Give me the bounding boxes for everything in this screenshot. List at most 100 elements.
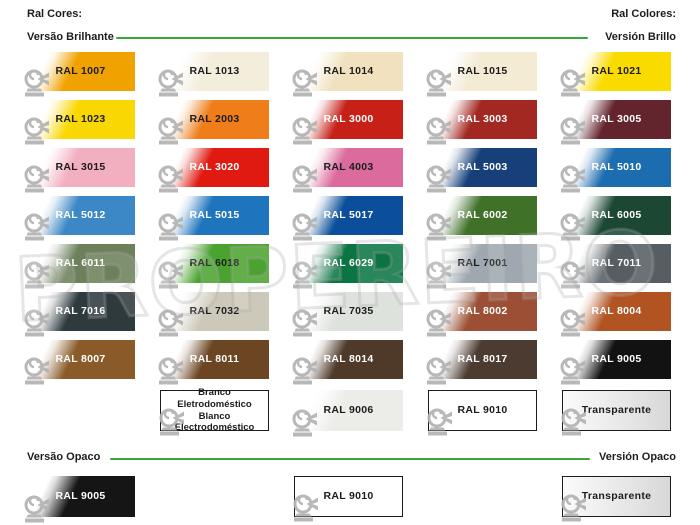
roller-shutter-coil-icon — [425, 115, 452, 147]
swatch-label: RAL 3005 — [591, 112, 642, 125]
swatch-label: RAL 5003 — [457, 160, 508, 173]
swatch-ral-5012: RAL 5012 — [24, 196, 135, 241]
roller-shutter-coil-icon — [425, 211, 452, 243]
swatch-label: RAL 1013 — [189, 64, 240, 77]
roller-shutter-coil-icon — [560, 492, 587, 524]
roller-shutter-coil-icon — [292, 492, 319, 524]
swatch-label: RAL 9010 — [457, 403, 508, 416]
roller-shutter-coil-icon — [425, 355, 452, 387]
roller-shutter-coil-icon — [157, 163, 184, 195]
roller-shutter-coil-icon — [23, 493, 50, 525]
swatch-ral-6002: RAL 6002 — [426, 196, 537, 241]
swatch-ral-8002: RAL 8002 — [426, 292, 537, 337]
roller-shutter-coil-icon — [23, 115, 50, 147]
swatch-ral-5010: RAL 5010 — [560, 148, 671, 193]
swatch-transparente: Transparente — [561, 390, 671, 436]
swatch-label: RAL 9010 — [323, 489, 374, 502]
swatch-label: RAL 7035 — [323, 304, 374, 317]
swatch-ral-8017: RAL 8017 — [426, 340, 537, 385]
swatch-ral-1015: RAL 1015 — [426, 52, 537, 97]
roller-shutter-coil-icon — [157, 307, 184, 339]
swatch-label: RAL 6018 — [189, 256, 240, 269]
section-gloss-label-es: Versión Brillo — [605, 31, 676, 43]
swatch-label: RAL 6029 — [323, 256, 374, 269]
roller-shutter-coil-icon — [157, 67, 184, 99]
swatch-ral-3015: RAL 3015 — [24, 148, 135, 193]
swatch-ral-6005: RAL 6005 — [560, 196, 671, 241]
swatch-label: RAL 8014 — [323, 352, 374, 365]
swatch-ral-7001: RAL 7001 — [426, 244, 537, 289]
swatch-ral-9006: RAL 9006 — [292, 390, 403, 437]
swatch-ral-9010: RAL 9010 — [427, 390, 537, 436]
roller-shutter-coil-icon — [23, 163, 50, 195]
swatch-ral-6011: RAL 6011 — [24, 244, 135, 289]
swatch-label: RAL 9006 — [323, 403, 374, 416]
roller-shutter-coil-icon — [23, 259, 50, 291]
roller-shutter-coil-icon — [23, 307, 50, 339]
roller-shutter-coil-icon — [291, 407, 318, 439]
swatch-label: RAL 3003 — [457, 112, 508, 125]
swatch-label: RAL 3015 — [55, 160, 106, 173]
roller-shutter-coil-icon — [291, 355, 318, 387]
swatch-label: Transparente — [581, 489, 652, 502]
swatch-ral-8007: RAL 8007 — [24, 340, 135, 385]
roller-shutter-coil-icon — [559, 307, 586, 339]
swatch-ral-7016: RAL 7016 — [24, 292, 135, 337]
swatch-ral-3005: RAL 3005 — [560, 100, 671, 145]
swatch-label: RAL 4003 — [323, 160, 374, 173]
section-gloss-divider — [116, 37, 588, 39]
roller-shutter-coil-icon — [559, 355, 586, 387]
roller-shutter-coil-icon — [559, 163, 586, 195]
swatch-label: RAL 5017 — [323, 208, 374, 221]
section-matte-label-pt: Versão Opaco — [27, 451, 101, 463]
swatch-label: RAL 1007 — [55, 64, 106, 77]
swatch-ral-8011: RAL 8011 — [158, 340, 269, 385]
swatch-label: RAL 7011 — [591, 256, 642, 269]
roller-shutter-coil-icon — [291, 307, 318, 339]
roller-shutter-coil-icon — [23, 211, 50, 243]
roller-shutter-coil-icon — [425, 163, 452, 195]
roller-shutter-coil-icon — [157, 211, 184, 243]
swatch-ral-3000: RAL 3000 — [292, 100, 403, 145]
swatch-label: RAL 6011 — [55, 256, 106, 269]
swatch-label: RAL 9005 — [55, 489, 106, 502]
swatch-label: RAL 7001 — [457, 256, 508, 269]
swatch-ral-6018: RAL 6018 — [158, 244, 269, 289]
roller-shutter-coil-icon — [23, 67, 50, 99]
swatch-ral-9005: RAL 9005 — [24, 476, 135, 523]
roller-shutter-coil-icon — [291, 163, 318, 195]
swatch-ral-5017: RAL 5017 — [292, 196, 403, 241]
section-matte-label-es: Versión Opaco — [598, 451, 676, 463]
roller-shutter-coil-icon — [559, 67, 586, 99]
roller-shutter-coil-icon — [559, 259, 586, 291]
page-title-es: Ral Colores: — [611, 8, 676, 20]
swatch-ral-1013: RAL 1013 — [158, 52, 269, 97]
swatch-ral-1014: RAL 1014 — [292, 52, 403, 97]
swatch-label: RAL 8011 — [189, 352, 240, 365]
swatch-ral-1023: RAL 1023 — [24, 100, 135, 145]
roller-shutter-coil-icon — [158, 406, 185, 438]
swatch-ral-7032: RAL 7032 — [158, 292, 269, 337]
swatch-label: RAL 6005 — [591, 208, 642, 221]
roller-shutter-coil-icon — [559, 211, 586, 243]
roller-shutter-coil-icon — [426, 406, 453, 438]
roller-shutter-coil-icon — [291, 67, 318, 99]
swatch-label: Branco Eletrodoméstico Blanco Electrodomé… — [161, 387, 268, 435]
swatch-label-line-es: Blanco Electrodoméstico — [174, 410, 255, 434]
swatch-label: RAL 7032 — [189, 304, 240, 317]
roller-shutter-coil-icon — [157, 115, 184, 147]
swatch-label: RAL 8004 — [591, 304, 642, 317]
swatch-ral-1007: RAL 1007 — [24, 52, 135, 97]
swatch-ral-4003: RAL 4003 — [292, 148, 403, 193]
swatch-label: RAL 7016 — [55, 304, 106, 317]
roller-shutter-coil-icon — [23, 355, 50, 387]
swatch-label: RAL 5010 — [591, 160, 642, 173]
swatch-label: RAL 6002 — [457, 208, 508, 221]
swatch-label: RAL 5012 — [55, 208, 106, 221]
roller-shutter-coil-icon — [291, 211, 318, 243]
swatch-branco-eletrodom-stico: Branco Eletrodoméstico Blanco Electrodomé… — [159, 387, 269, 436]
swatch-ral-7035: RAL 7035 — [292, 292, 403, 337]
roller-shutter-coil-icon — [425, 259, 452, 291]
